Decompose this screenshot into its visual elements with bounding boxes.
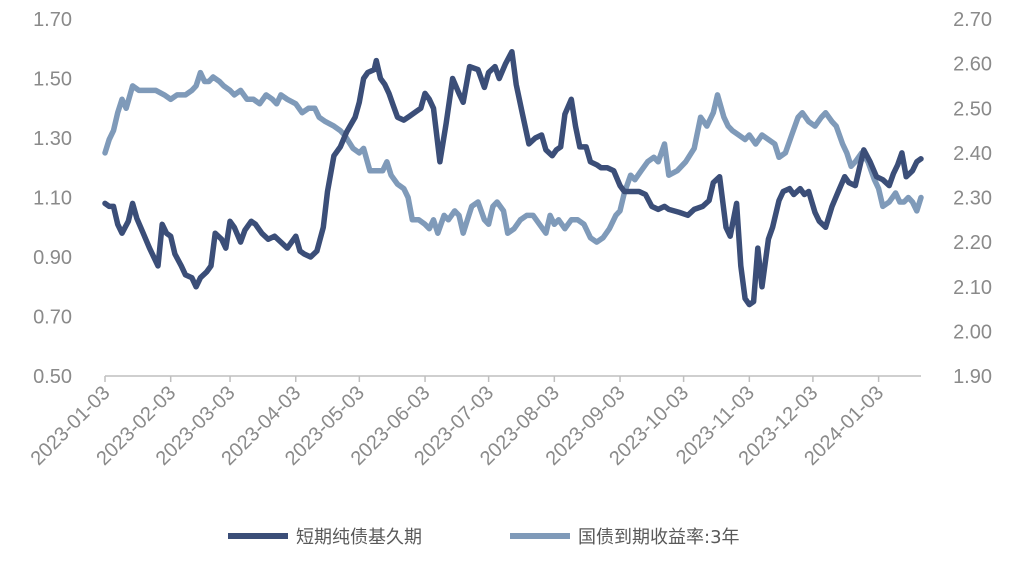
left-y-tick-label: 1.70 — [33, 9, 72, 31]
right-y-tick-label: 2.40 — [953, 143, 992, 165]
legend-item-duration: 短期纯债基久期 — [228, 527, 422, 548]
right-y-tick-label: 2.30 — [953, 188, 992, 210]
right-y-tick-label: 2.20 — [953, 232, 992, 254]
right-y-tick-label: 2.70 — [953, 9, 992, 31]
right-y-tick-label: 2.10 — [953, 277, 992, 299]
right-y-tick-label: 2.60 — [953, 54, 992, 76]
left-y-tick-label: 1.10 — [33, 188, 72, 210]
left-y-axis: 0.50 0.70 0.90 1.10 1.30 1.50 1.70 — [33, 9, 72, 388]
legend-item-yield: 国债到期收益率:3年 — [510, 527, 740, 548]
series-line-duration — [102, 48, 924, 308]
right-y-tick-label: 2.50 — [953, 98, 992, 120]
left-y-tick-label: 0.70 — [33, 307, 72, 329]
legend-label-yield: 国债到期收益率:3年 — [578, 527, 740, 548]
series-layer — [102, 48, 924, 308]
legend: 短期纯债基久期 国债到期收益率:3年 — [228, 527, 740, 548]
series-line-yield — [102, 69, 924, 245]
right-y-axis: 1.90 2.00 2.10 2.20 2.30 2.40 2.50 2.60 2.70 — [953, 9, 992, 388]
left-y-tick-label: 0.50 — [33, 366, 72, 388]
right-y-tick-label: 2.00 — [953, 321, 992, 343]
left-y-tick-label: 1.50 — [33, 69, 72, 91]
left-y-tick-label: 1.30 — [33, 128, 72, 150]
x-axis: 2023-01-032023-02-032023-03-032023-04-03… — [27, 375, 921, 470]
right-y-tick-label: 1.90 — [953, 366, 992, 388]
legend-label-duration: 短期纯债基久期 — [296, 527, 422, 548]
left-y-tick-label: 0.90 — [33, 247, 72, 269]
